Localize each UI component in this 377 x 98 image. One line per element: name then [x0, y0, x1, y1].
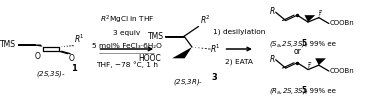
Text: , 99% ee: , 99% ee [305, 88, 336, 94]
Text: 1) desilylation: 1) desilylation [213, 28, 265, 35]
Text: COOBn: COOBn [330, 20, 355, 26]
Text: COOBn: COOBn [330, 68, 355, 74]
Text: ($S_a$,2$S$,3$S$)-: ($S_a$,2$S$,3$S$)- [269, 39, 309, 49]
Text: 3: 3 [212, 73, 218, 82]
Text: 5: 5 [302, 86, 307, 95]
Text: $R^2$MgCl in THF: $R^2$MgCl in THF [100, 13, 154, 26]
Text: THF, −78 °C, 1 h: THF, −78 °C, 1 h [96, 61, 158, 68]
Text: HOOC: HOOC [138, 54, 161, 63]
Text: TMS: TMS [0, 40, 15, 49]
Text: R: R [270, 55, 274, 64]
Text: $R^1$: $R^1$ [74, 33, 85, 45]
Polygon shape [172, 47, 192, 58]
Text: $R^2$: $R^2$ [199, 13, 210, 26]
Text: ($R_a$,2$S$,3$S$)-: ($R_a$,2$S$,3$S$)- [269, 86, 309, 96]
Text: O: O [69, 54, 75, 63]
Text: 1: 1 [70, 64, 77, 74]
Text: $R^1$: $R^1$ [210, 43, 221, 55]
Polygon shape [29, 44, 43, 47]
Text: or: or [294, 47, 302, 56]
Polygon shape [305, 15, 315, 22]
Text: 3 equiv: 3 equiv [113, 30, 140, 36]
Text: (2$S$,3$S$)-: (2$S$,3$S$)- [36, 69, 66, 79]
Text: 5 mol% FeCl₃·6H₂O: 5 mol% FeCl₃·6H₂O [92, 43, 162, 49]
Text: 2) EATA: 2) EATA [225, 59, 253, 65]
Text: TMS: TMS [148, 32, 164, 41]
Text: 5: 5 [302, 39, 307, 48]
Text: O: O [35, 52, 41, 61]
Text: , 99% ee: , 99% ee [305, 41, 336, 47]
Polygon shape [315, 58, 326, 65]
Text: R: R [270, 7, 274, 16]
Text: (2$S$,3$R$)-: (2$S$,3$R$)- [173, 77, 204, 87]
